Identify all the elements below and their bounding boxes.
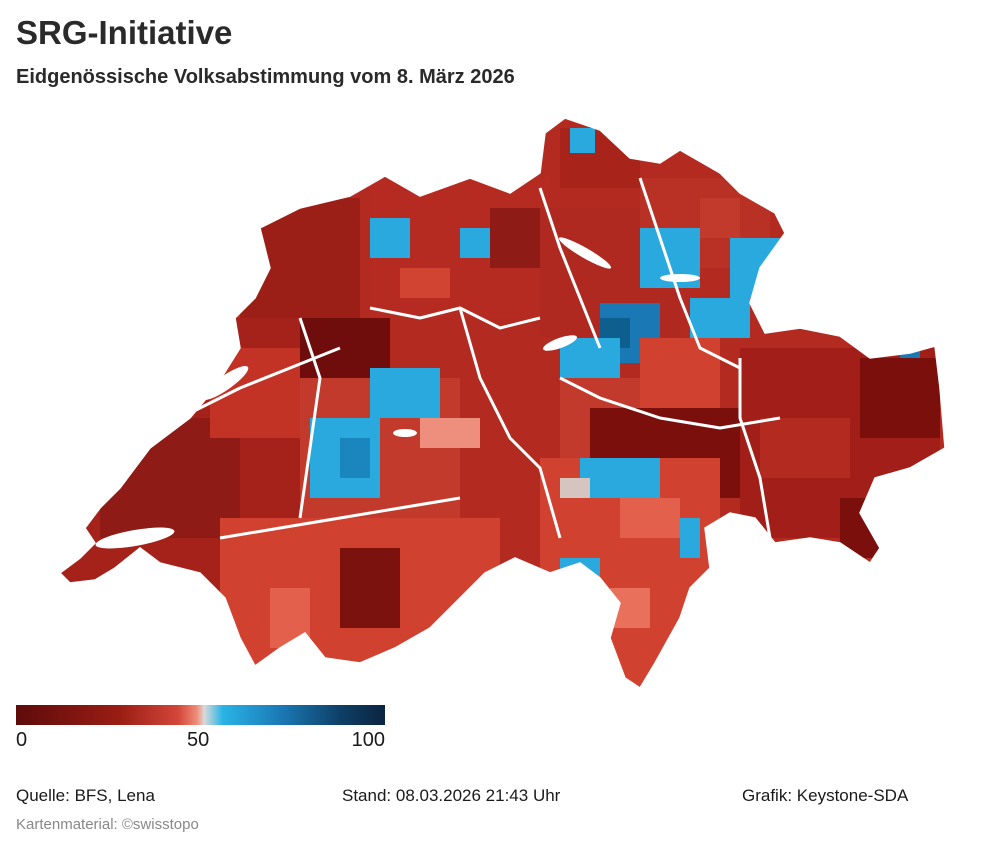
footer-stand: Stand: 08.03.2026 21:43 Uhr [342, 786, 561, 805]
chart-title: SRG-Initiative [16, 14, 233, 51]
country-outline [58, 118, 946, 690]
chart-subtitle: Eidgenössische Volksabstimmung vom 8. Mä… [16, 66, 515, 88]
map-regions [60, 118, 945, 688]
legend-tick-mid: 50 [187, 729, 210, 751]
switzerland-choropleth-map [40, 118, 960, 693]
footer-map-credit: Kartenmaterial: ©swisstopo [16, 816, 199, 833]
footer-grafik: Grafik: Keystone-SDA [742, 786, 909, 805]
map-svg [58, 118, 946, 690]
footer-source: Quelle: BFS, Lena [16, 786, 155, 805]
legend-gradient-bar [16, 705, 385, 725]
legend-ticks: 0 50 100 [16, 725, 385, 751]
color-legend: 0 50 100 [16, 705, 385, 751]
legend-tick-max: 100 [351, 729, 385, 751]
legend-tick-min: 0 [16, 729, 28, 751]
